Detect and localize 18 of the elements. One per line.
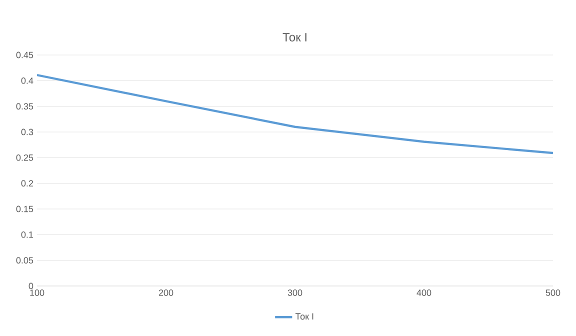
y-tick-label: 0.3 <box>21 128 34 136</box>
y-tick-label: 0.05 <box>16 257 34 264</box>
y-tick-label: 0.25 <box>16 154 34 161</box>
y-tick-label: 0 <box>28 282 34 290</box>
x-tick-label: 200 <box>158 290 174 296</box>
line-series <box>37 74 553 154</box>
y-tick-label: 0.45 <box>16 52 34 58</box>
y-tick-label: 0.2 <box>21 180 34 187</box>
y-tick-label: 0.15 <box>16 206 34 212</box>
legend-label: Ток I <box>295 313 314 320</box>
y-tick-label: 0.1 <box>21 231 34 238</box>
chart-title: Ток I <box>282 33 306 42</box>
x-tick-label: 400 <box>416 290 432 296</box>
x-tick-label: 100 <box>30 290 44 296</box>
x-tick-label: 500 <box>546 290 560 296</box>
y-tick-label: 0.35 <box>16 103 34 110</box>
y-tick-label: 0.4 <box>21 77 34 84</box>
x-tick-label: 300 <box>288 290 302 296</box>
